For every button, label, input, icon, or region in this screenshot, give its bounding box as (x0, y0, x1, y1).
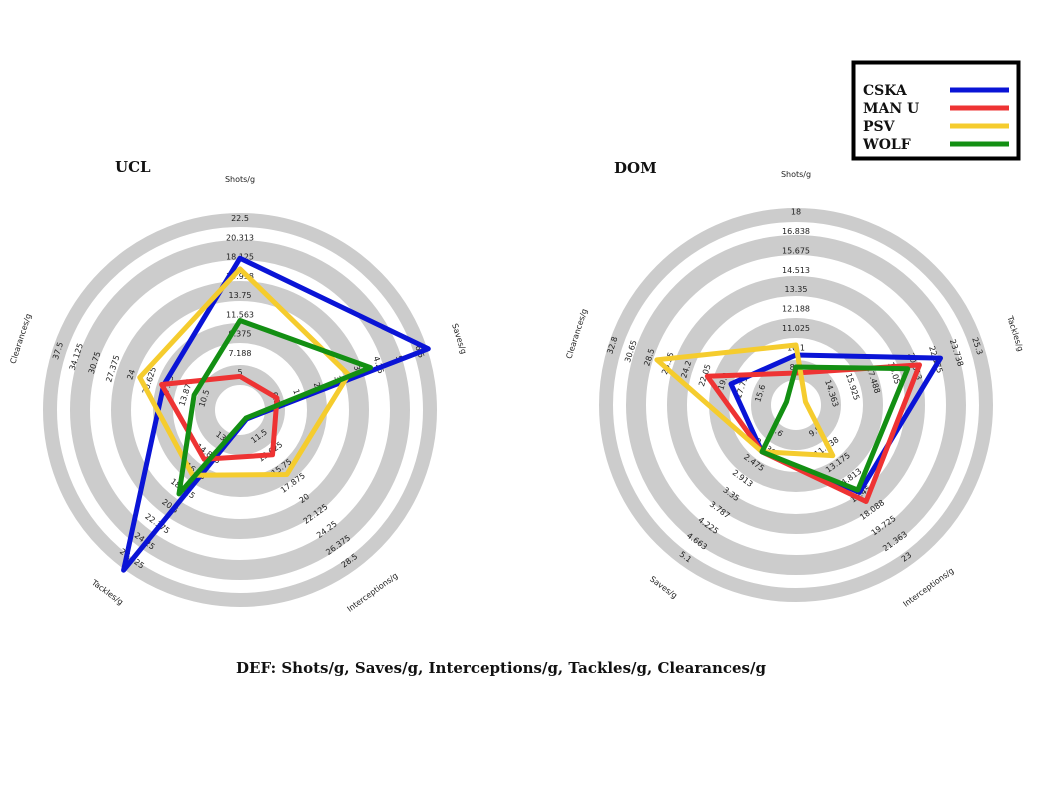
axis-label: Tackles/g (1005, 314, 1025, 353)
legend-label: CSKA (863, 83, 908, 99)
tick-label: 16.838 (782, 227, 810, 236)
legend: CSKA MAN U PSV WOLF (851, 60, 1021, 161)
series-wolf (759, 364, 911, 493)
chart-title: DOM (614, 159, 657, 177)
tick-label: 7.188 (229, 349, 252, 358)
legend-label: PSV (863, 119, 896, 135)
tick-label: 14.513 (782, 266, 810, 275)
axis-label: Interceptions/g (346, 571, 400, 614)
tick-label: 12.188 (782, 305, 810, 314)
tick-label: 13.75 (229, 291, 252, 300)
axis-label: Saves/g (450, 322, 468, 355)
grid-ring (111, 281, 369, 539)
tick-label: 24 (125, 368, 137, 380)
grid-ring (43, 213, 437, 607)
series-psv (137, 266, 351, 478)
axis-label: Saves/g (648, 575, 679, 601)
grid-ring (70, 240, 410, 580)
axis-label: Clearances/g (564, 308, 589, 360)
tick-label: 1 (291, 388, 301, 396)
series-psv (654, 342, 836, 459)
tick-label: 2 (312, 381, 322, 389)
legend-label: WOLF (862, 137, 911, 153)
tick-label: 11.025 (782, 324, 810, 333)
axis-label: Clearances/g (8, 313, 33, 365)
radar-chart-dom: DOM8.710.111.02512.18813.3514.51315.6751… (564, 159, 1025, 609)
tick-label: 13.35 (785, 285, 808, 294)
figure-caption: DEF: Shots/g, Saves/g, Interceptions/g, … (236, 659, 766, 677)
tick-label: 15.675 (782, 246, 810, 255)
series-man-u (159, 373, 280, 462)
axis-label: Shots/g (781, 170, 811, 179)
axis-label: Interceptions/g (902, 566, 956, 609)
tick-label: 18 (791, 207, 801, 216)
tick-label: 15.938 (226, 272, 254, 281)
axis-label: Tackles/g (89, 577, 125, 606)
chart-title: UCL (115, 158, 151, 176)
grid-ring (153, 323, 327, 497)
series-wolf (176, 318, 373, 497)
grid-ring (599, 208, 993, 602)
axis-label: Shots/g (225, 175, 255, 184)
tick-label: 9.375 (229, 330, 252, 339)
tick-label: 11.563 (226, 310, 254, 319)
series-cska (121, 255, 431, 573)
grid-ring (626, 235, 966, 575)
tick-label: 20.313 (226, 233, 254, 242)
grid-ring (709, 318, 883, 492)
legend-label: MAN U (863, 101, 919, 117)
tick-label: 22.5 (231, 214, 249, 223)
tick-label: 5 (237, 368, 242, 377)
radar-chart-ucl: UCL57.1889.37511.56313.7515.93818.12520.… (8, 158, 468, 614)
